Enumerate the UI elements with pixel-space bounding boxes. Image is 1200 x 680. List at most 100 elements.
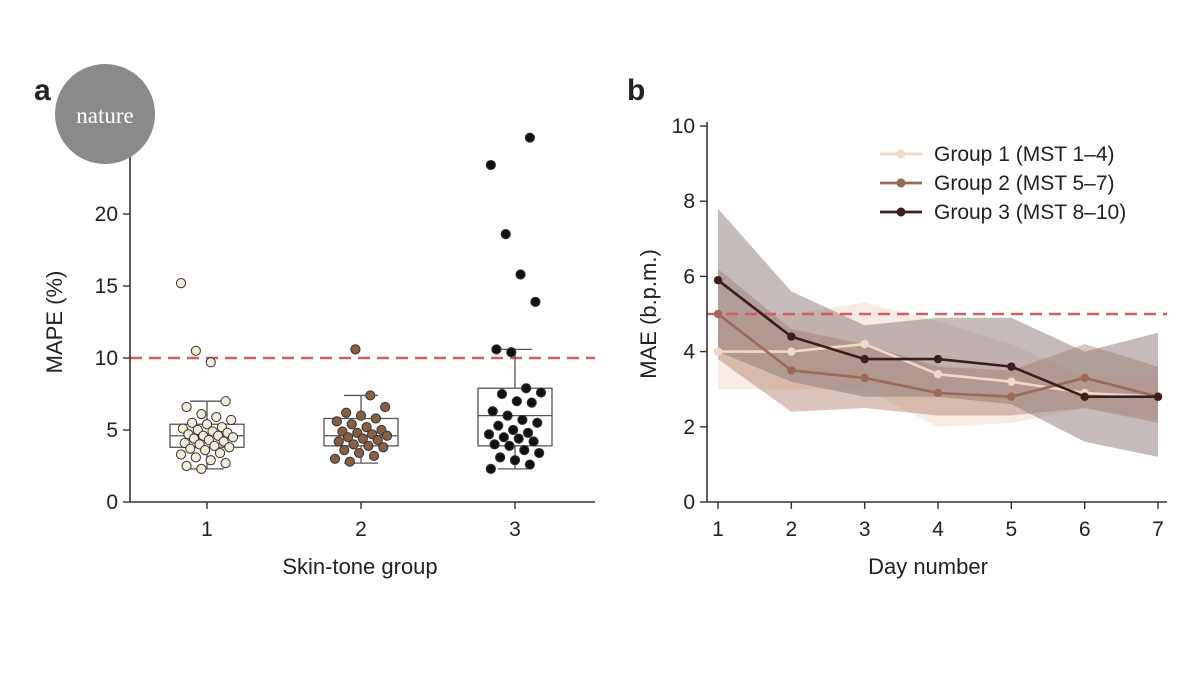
panel-letter-a: a — [34, 74, 51, 107]
series-point — [787, 332, 796, 341]
data-point — [190, 452, 201, 463]
data-point — [535, 387, 547, 398]
data-point — [363, 440, 374, 451]
panel-b-y-axis-label: MAE (b.p.m.) — [636, 249, 661, 379]
data-point — [329, 453, 341, 464]
data-point — [196, 409, 207, 420]
data-point — [357, 433, 368, 444]
data-point — [190, 345, 201, 356]
series-point — [933, 388, 943, 398]
data-point — [205, 357, 216, 368]
data-point — [515, 269, 526, 280]
panel-a-x-tick-label: 2 — [355, 518, 367, 541]
data-point — [341, 407, 352, 418]
panel-b-x-axis-label: Day number — [868, 554, 988, 579]
data-point — [211, 411, 222, 423]
legend-swatch-marker — [896, 207, 906, 217]
series-point — [1007, 377, 1016, 386]
legend-swatch-marker — [896, 149, 906, 159]
logo-circle — [55, 64, 155, 164]
data-point — [528, 436, 539, 447]
series-point — [787, 347, 796, 356]
legend-swatch-marker — [896, 178, 906, 188]
panel-a-y-tick-label: 20 — [95, 203, 118, 226]
panel-a-y-tick-label: 15 — [95, 275, 118, 298]
data-point — [498, 432, 509, 443]
data-point — [502, 410, 513, 421]
data-point — [483, 429, 495, 440]
panel-b-y-tick-label: 4 — [683, 341, 695, 364]
panel-b-x-tick-label: 5 — [1005, 518, 1017, 541]
data-point — [196, 463, 207, 474]
series-point — [713, 309, 723, 319]
data-point — [517, 414, 528, 426]
data-point — [487, 406, 498, 417]
data-point — [504, 440, 515, 451]
data-point — [489, 439, 500, 450]
legend-label: Group 1 (MST 1–4) — [934, 143, 1115, 166]
data-point — [493, 420, 504, 431]
data-point — [485, 159, 496, 171]
series-point — [860, 339, 869, 349]
panel-b-x-tick-label: 7 — [1152, 518, 1164, 541]
data-point — [333, 436, 344, 447]
panel-b-x-tick-label: 3 — [859, 518, 871, 541]
data-point — [506, 347, 517, 358]
panel-b-y-tick-label: 10 — [672, 115, 695, 138]
data-point — [522, 427, 534, 438]
data-point — [342, 432, 354, 443]
data-point — [361, 422, 372, 433]
panel-b-series-lines — [713, 275, 1163, 401]
series-point — [1007, 362, 1016, 371]
data-point — [201, 419, 213, 430]
data-point — [344, 456, 355, 467]
series-point — [713, 347, 723, 356]
data-point — [372, 434, 383, 446]
data-point — [350, 344, 361, 355]
panel-b-y-tick-label: 0 — [683, 491, 695, 514]
data-point — [534, 447, 545, 459]
panel-letter-b: b — [627, 74, 645, 107]
panel-b-x-tick-label: 4 — [932, 518, 944, 541]
series-point — [860, 373, 869, 383]
series-point — [860, 354, 869, 364]
data-point — [209, 440, 220, 451]
data-point — [508, 424, 519, 436]
panel-a-y-tick-label: 0 — [106, 491, 118, 514]
series-point — [1080, 373, 1089, 383]
panel-a-y-tick-label: 5 — [106, 419, 118, 442]
nature-logo: nature — [55, 64, 155, 164]
series-point — [933, 369, 943, 379]
data-point — [200, 445, 211, 456]
data-point — [524, 132, 535, 143]
data-point — [175, 278, 187, 289]
data-point — [224, 442, 235, 453]
data-point — [187, 417, 198, 428]
data-point — [496, 388, 508, 400]
panel-a-y-axis-label: MAPE (%) — [42, 271, 67, 374]
data-point — [378, 442, 389, 453]
panel-b-y-tick-label: 2 — [683, 416, 695, 439]
panel-a-points-layer — [175, 132, 547, 474]
series-point — [1153, 392, 1163, 401]
logo-text: nature — [76, 103, 133, 128]
data-point — [354, 447, 365, 459]
data-point — [509, 455, 521, 466]
panel-b-y-tick-label: 8 — [683, 190, 695, 213]
data-point — [348, 439, 359, 450]
panel-a-axes: 0510152025123 — [95, 131, 595, 541]
data-point — [485, 463, 496, 474]
legend-label: Group 3 (MST 8–10) — [934, 201, 1126, 224]
confidence-band-group-3 — [718, 208, 1158, 457]
box-iqr — [477, 387, 553, 447]
data-point — [368, 450, 380, 462]
data-point — [519, 445, 530, 456]
data-point — [491, 344, 502, 355]
series-point — [1080, 392, 1089, 401]
series-point — [713, 275, 723, 285]
data-point — [370, 413, 381, 424]
data-point — [220, 458, 231, 469]
data-point — [227, 432, 239, 443]
panel-a-y-tick-label: 10 — [95, 347, 118, 370]
